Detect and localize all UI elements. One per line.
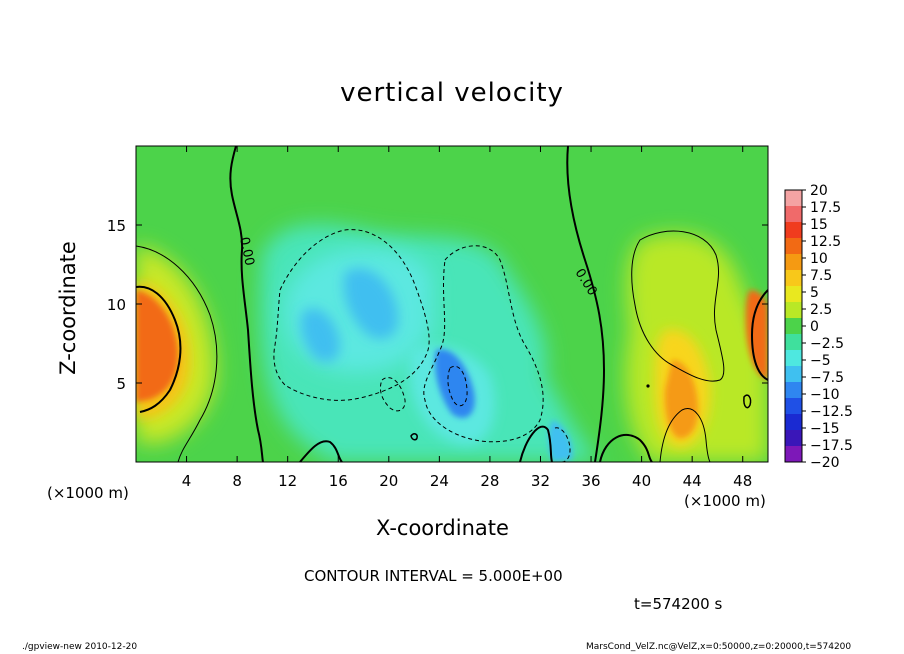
colorbar-label: −12.5	[810, 404, 853, 420]
colorbar-swatch	[785, 430, 802, 447]
colorbar-swatch	[785, 238, 802, 255]
chart-title: vertical velocity	[340, 78, 564, 108]
colorbar-label: 12.5	[810, 234, 841, 250]
colorbar-label: 2.5	[810, 302, 832, 318]
colorbar-label: 20	[810, 183, 828, 199]
colorbar-label: 17.5	[810, 200, 841, 216]
y-axis-label: Z-coordinate	[56, 241, 80, 375]
colorbar-swatch	[785, 446, 802, 463]
x-unit-label-left: (×1000 m)	[47, 484, 129, 502]
x-tick-label: 48	[733, 472, 752, 490]
colorbar-label: −7.5	[810, 370, 844, 386]
colorbar-label: −10	[810, 387, 840, 403]
x-tick-label: 20	[379, 472, 398, 490]
y-tick-label: 15	[107, 217, 126, 235]
x-tick-label: 32	[531, 472, 550, 490]
colorbar-label: −20	[810, 455, 840, 471]
y-axis: 5 10 15	[107, 217, 768, 393]
colorbar: 2017.51512.5107.552.50−2.5−5−7.5−10−12.5…	[784, 183, 853, 471]
colorbar-swatch	[785, 382, 802, 399]
colorbar-swatch	[785, 414, 802, 431]
colorbar-label: −2.5	[810, 336, 844, 352]
footer-left: ./gpview-new 2010-12-20	[22, 642, 138, 652]
x-tick-label: 12	[278, 472, 297, 490]
colorbar-swatch	[785, 302, 802, 319]
colorbar-swatch	[785, 318, 802, 335]
colorbar-label: 5	[810, 285, 819, 301]
colorbar-label: −17.5	[810, 438, 853, 454]
colorbar-label: 7.5	[810, 268, 832, 284]
colorbar-swatch	[785, 206, 802, 223]
footer-right: MarsCond_VelZ.nc@VelZ,x=0:50000,z=0:2000…	[586, 642, 852, 652]
x-unit-label-right: (×1000 m)	[684, 492, 766, 510]
x-tick-label: 24	[430, 472, 449, 490]
colorbar-swatch	[785, 334, 802, 351]
x-tick-label: 36	[581, 472, 600, 490]
colorbar-label: −5	[810, 353, 831, 369]
time-stamp: t=574200 s	[634, 595, 723, 613]
velocity-field	[136, 146, 768, 462]
x-tick-label: 4	[182, 472, 192, 490]
y-tick-label: 10	[107, 296, 126, 314]
colorbar-label: 15	[810, 217, 828, 233]
x-tick-label: 16	[329, 472, 348, 490]
x-tick-label: 40	[632, 472, 651, 490]
colorbar-swatch	[785, 398, 802, 415]
colorbar-swatch	[785, 286, 802, 303]
contour-interval-text: CONTOUR INTERVAL = 5.000E+00	[304, 567, 563, 585]
colorbar-swatch	[785, 190, 802, 207]
colorbar-label: 10	[810, 251, 828, 267]
contour-lines	[136, 146, 768, 462]
colorbar-swatch	[785, 270, 802, 287]
x-tick-label: 28	[480, 472, 499, 490]
contour-label: 0.00	[236, 236, 257, 267]
x-axis-label: X-coordinate	[376, 516, 509, 540]
colorbar-label: 0	[810, 319, 819, 335]
x-tick-label: 44	[683, 472, 702, 490]
x-tick-label: 8	[232, 472, 242, 490]
colorbar-swatch	[785, 350, 802, 367]
colorbar-swatch	[785, 254, 802, 271]
x-axis: 4 8 12 16 20 24 28 32 36 40 44 48	[182, 146, 752, 490]
colorbar-swatch	[785, 366, 802, 383]
colorbar-swatch	[785, 222, 802, 239]
colorbar-label: −15	[810, 421, 840, 437]
y-tick-label: 5	[116, 375, 126, 393]
